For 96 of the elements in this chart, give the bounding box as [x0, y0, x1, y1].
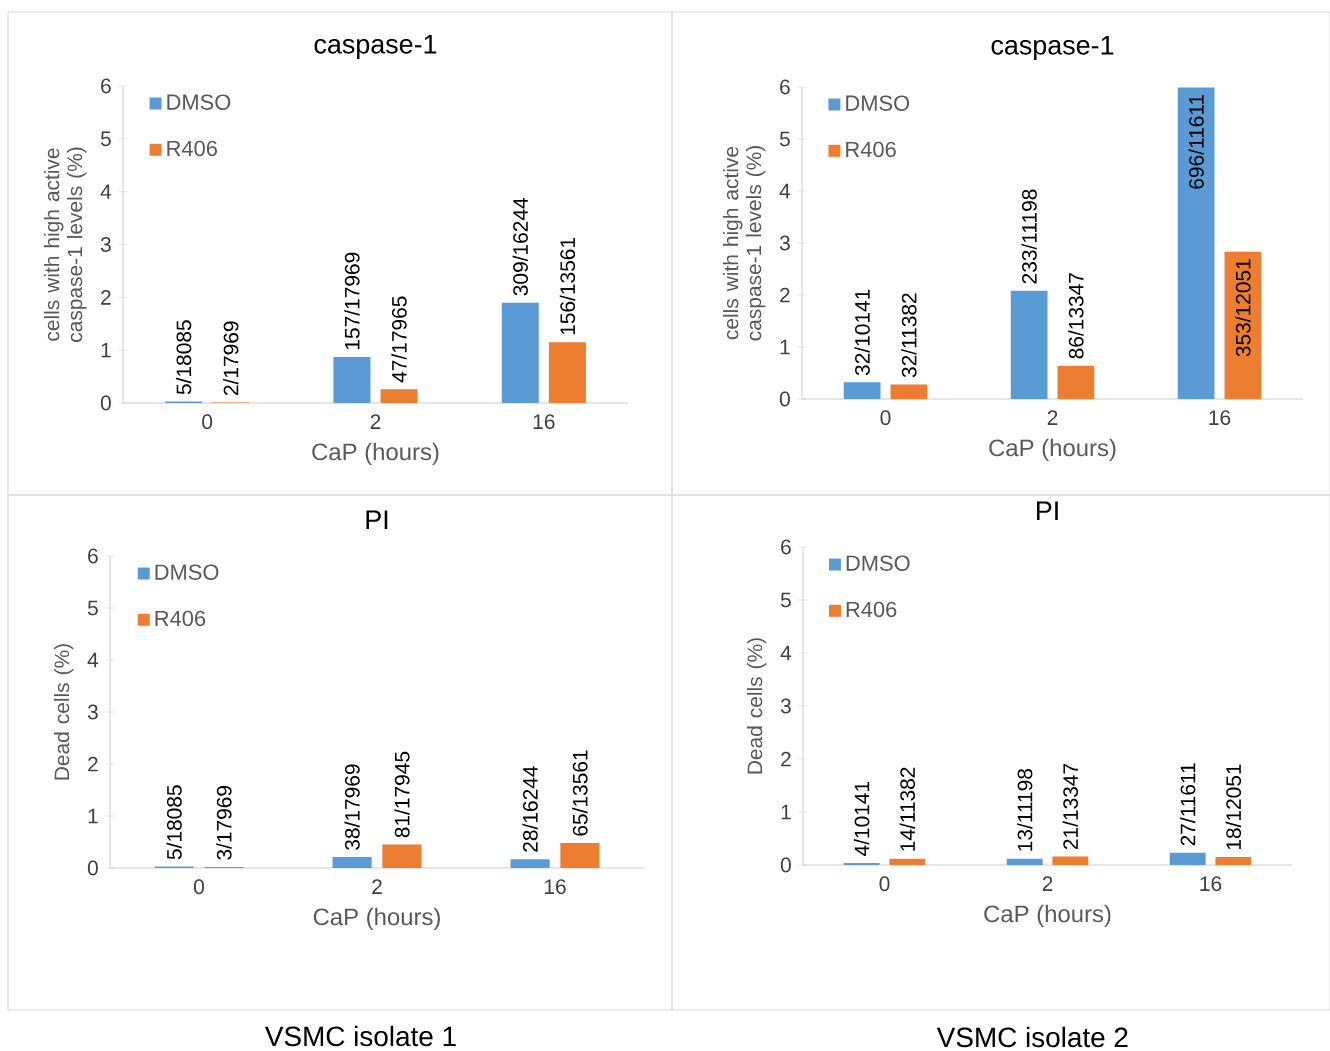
y-tick-label: 5: [100, 131, 111, 147]
bar: [380, 389, 418, 404]
x-tick-label: 0: [880, 410, 891, 426]
y-tick-label: 3: [87, 704, 98, 720]
y-tick-label: 1: [88, 808, 98, 824]
y-tick-label: 1: [101, 342, 111, 358]
data-label: 5/18085: [175, 320, 192, 395]
y-axis-title: Dead cells (%): [53, 644, 74, 780]
data-label: 18/12051: [1225, 764, 1242, 850]
x-tick-label: 16: [544, 879, 566, 895]
x-tick-label: 0: [193, 879, 204, 895]
y-tick-label: 4: [87, 652, 99, 668]
x-axis-title: CaP (hours): [984, 904, 1111, 928]
data-label: 21/13347: [1062, 763, 1079, 850]
x-axis-title: CaP (hours): [989, 438, 1116, 462]
x-tick-label: 2: [1047, 410, 1058, 425]
y-tick-label: 6: [101, 78, 111, 94]
y-tick-label: 0: [780, 857, 791, 873]
y-tick-label: 4: [780, 645, 792, 661]
y-tick-label: 1: [780, 339, 790, 355]
x-tick-label: 2: [370, 414, 381, 429]
y-tick-label: 0: [100, 395, 111, 411]
data-label: 86/13347: [1068, 273, 1084, 359]
x-tick-label: 16: [533, 414, 555, 430]
data-label: 13/11198: [1017, 769, 1033, 851]
x-tick-label: 2: [372, 879, 382, 894]
y-axis-title: Dead cells (%): [746, 638, 767, 774]
legend-label: R406: [167, 140, 217, 157]
x-tick-label: 2: [1042, 876, 1053, 891]
data-label: 3/17969: [216, 785, 232, 860]
y-tick-label: 2: [101, 290, 111, 305]
data-label: 2/17969: [223, 321, 239, 396]
data-label: 233/11198: [1021, 189, 1037, 284]
data-label: 696/11611: [1188, 94, 1204, 189]
y-tick-label: 2: [780, 287, 790, 303]
y-tick-label: 6: [781, 539, 791, 555]
data-label: 28/16244: [522, 766, 538, 852]
bar: [1057, 365, 1095, 400]
x-tick-label: 0: [879, 876, 890, 892]
data-label: 156/13561: [559, 238, 576, 335]
x-axis-title: CaP (hours): [313, 907, 440, 931]
data-label: 38/17969: [344, 764, 360, 850]
chart-title: PI: [1037, 501, 1058, 521]
bar: [1177, 87, 1215, 400]
chart-title: caspase-1: [314, 34, 437, 60]
y-tick-label: 2: [781, 751, 791, 767]
x-tick-label: 16: [1209, 410, 1231, 426]
data-label: 353/12051: [1235, 259, 1251, 357]
y-tick-label: 3: [100, 237, 111, 252]
x-tick-label: 16: [1200, 876, 1222, 892]
legend-label: DMSO: [167, 94, 231, 110]
x-axis-title: CaP (hours): [312, 442, 439, 466]
y-tick-label: 1: [781, 804, 791, 820]
data-label: 157/17969: [344, 252, 360, 350]
legend-label: R406: [846, 601, 897, 618]
y-tick-label: 4: [779, 183, 791, 199]
data-label: 32/10141: [854, 289, 870, 376]
x-tick-label: 0: [202, 414, 213, 430]
data-label: 309/16244: [512, 197, 528, 296]
y-tick-label: 2: [88, 756, 98, 772]
data-label: 5/18085: [166, 785, 182, 860]
y-tick-label: 5: [780, 592, 791, 608]
y-tick-label: 0: [779, 391, 790, 407]
text: VSMC isolate 1: [264, 1025, 456, 1047]
y-tick-label: 0: [87, 860, 98, 876]
y-tick-label: 3: [779, 235, 790, 251]
y-tick-label: 6: [88, 548, 98, 564]
bar: [890, 384, 928, 400]
y-tick-label: 3: [780, 698, 791, 714]
data-label: 81/17945: [394, 751, 410, 838]
y-axis-title: cells with high active caspase-1 levels (%): [43, 147, 87, 342]
data-label: 27/11611: [1180, 763, 1196, 846]
y-axis-title: cells with high active caspase-1 levels (%): [722, 146, 766, 341]
text: VSMC isolate 2: [936, 1026, 1128, 1048]
data-label: 4/10141: [854, 781, 870, 857]
data-label: 14/11382: [899, 767, 916, 851]
legend-label: DMSO: [846, 555, 910, 571]
chart-title: PI: [366, 510, 388, 530]
legend-label: DMSO: [155, 564, 219, 580]
data-label: 47/17965: [391, 296, 407, 383]
bar: [333, 357, 371, 404]
bar: [548, 342, 586, 404]
legend-label: R406: [846, 141, 896, 158]
y-tick-label: 5: [779, 131, 790, 147]
bar: [1224, 251, 1262, 400]
bar: [1010, 290, 1048, 400]
data-label: 65/13561: [572, 750, 588, 836]
y-tick-label: 4: [100, 184, 112, 199]
legend-label: DMSO: [846, 95, 910, 111]
data-label: 32/11382: [901, 293, 917, 378]
y-tick-label: 5: [87, 600, 98, 616]
legend-label: R406: [155, 610, 206, 627]
bar: [501, 302, 539, 404]
bar: [843, 382, 881, 400]
y-tick-label: 6: [780, 79, 790, 95]
chart-title: caspase-1: [991, 35, 1114, 61]
